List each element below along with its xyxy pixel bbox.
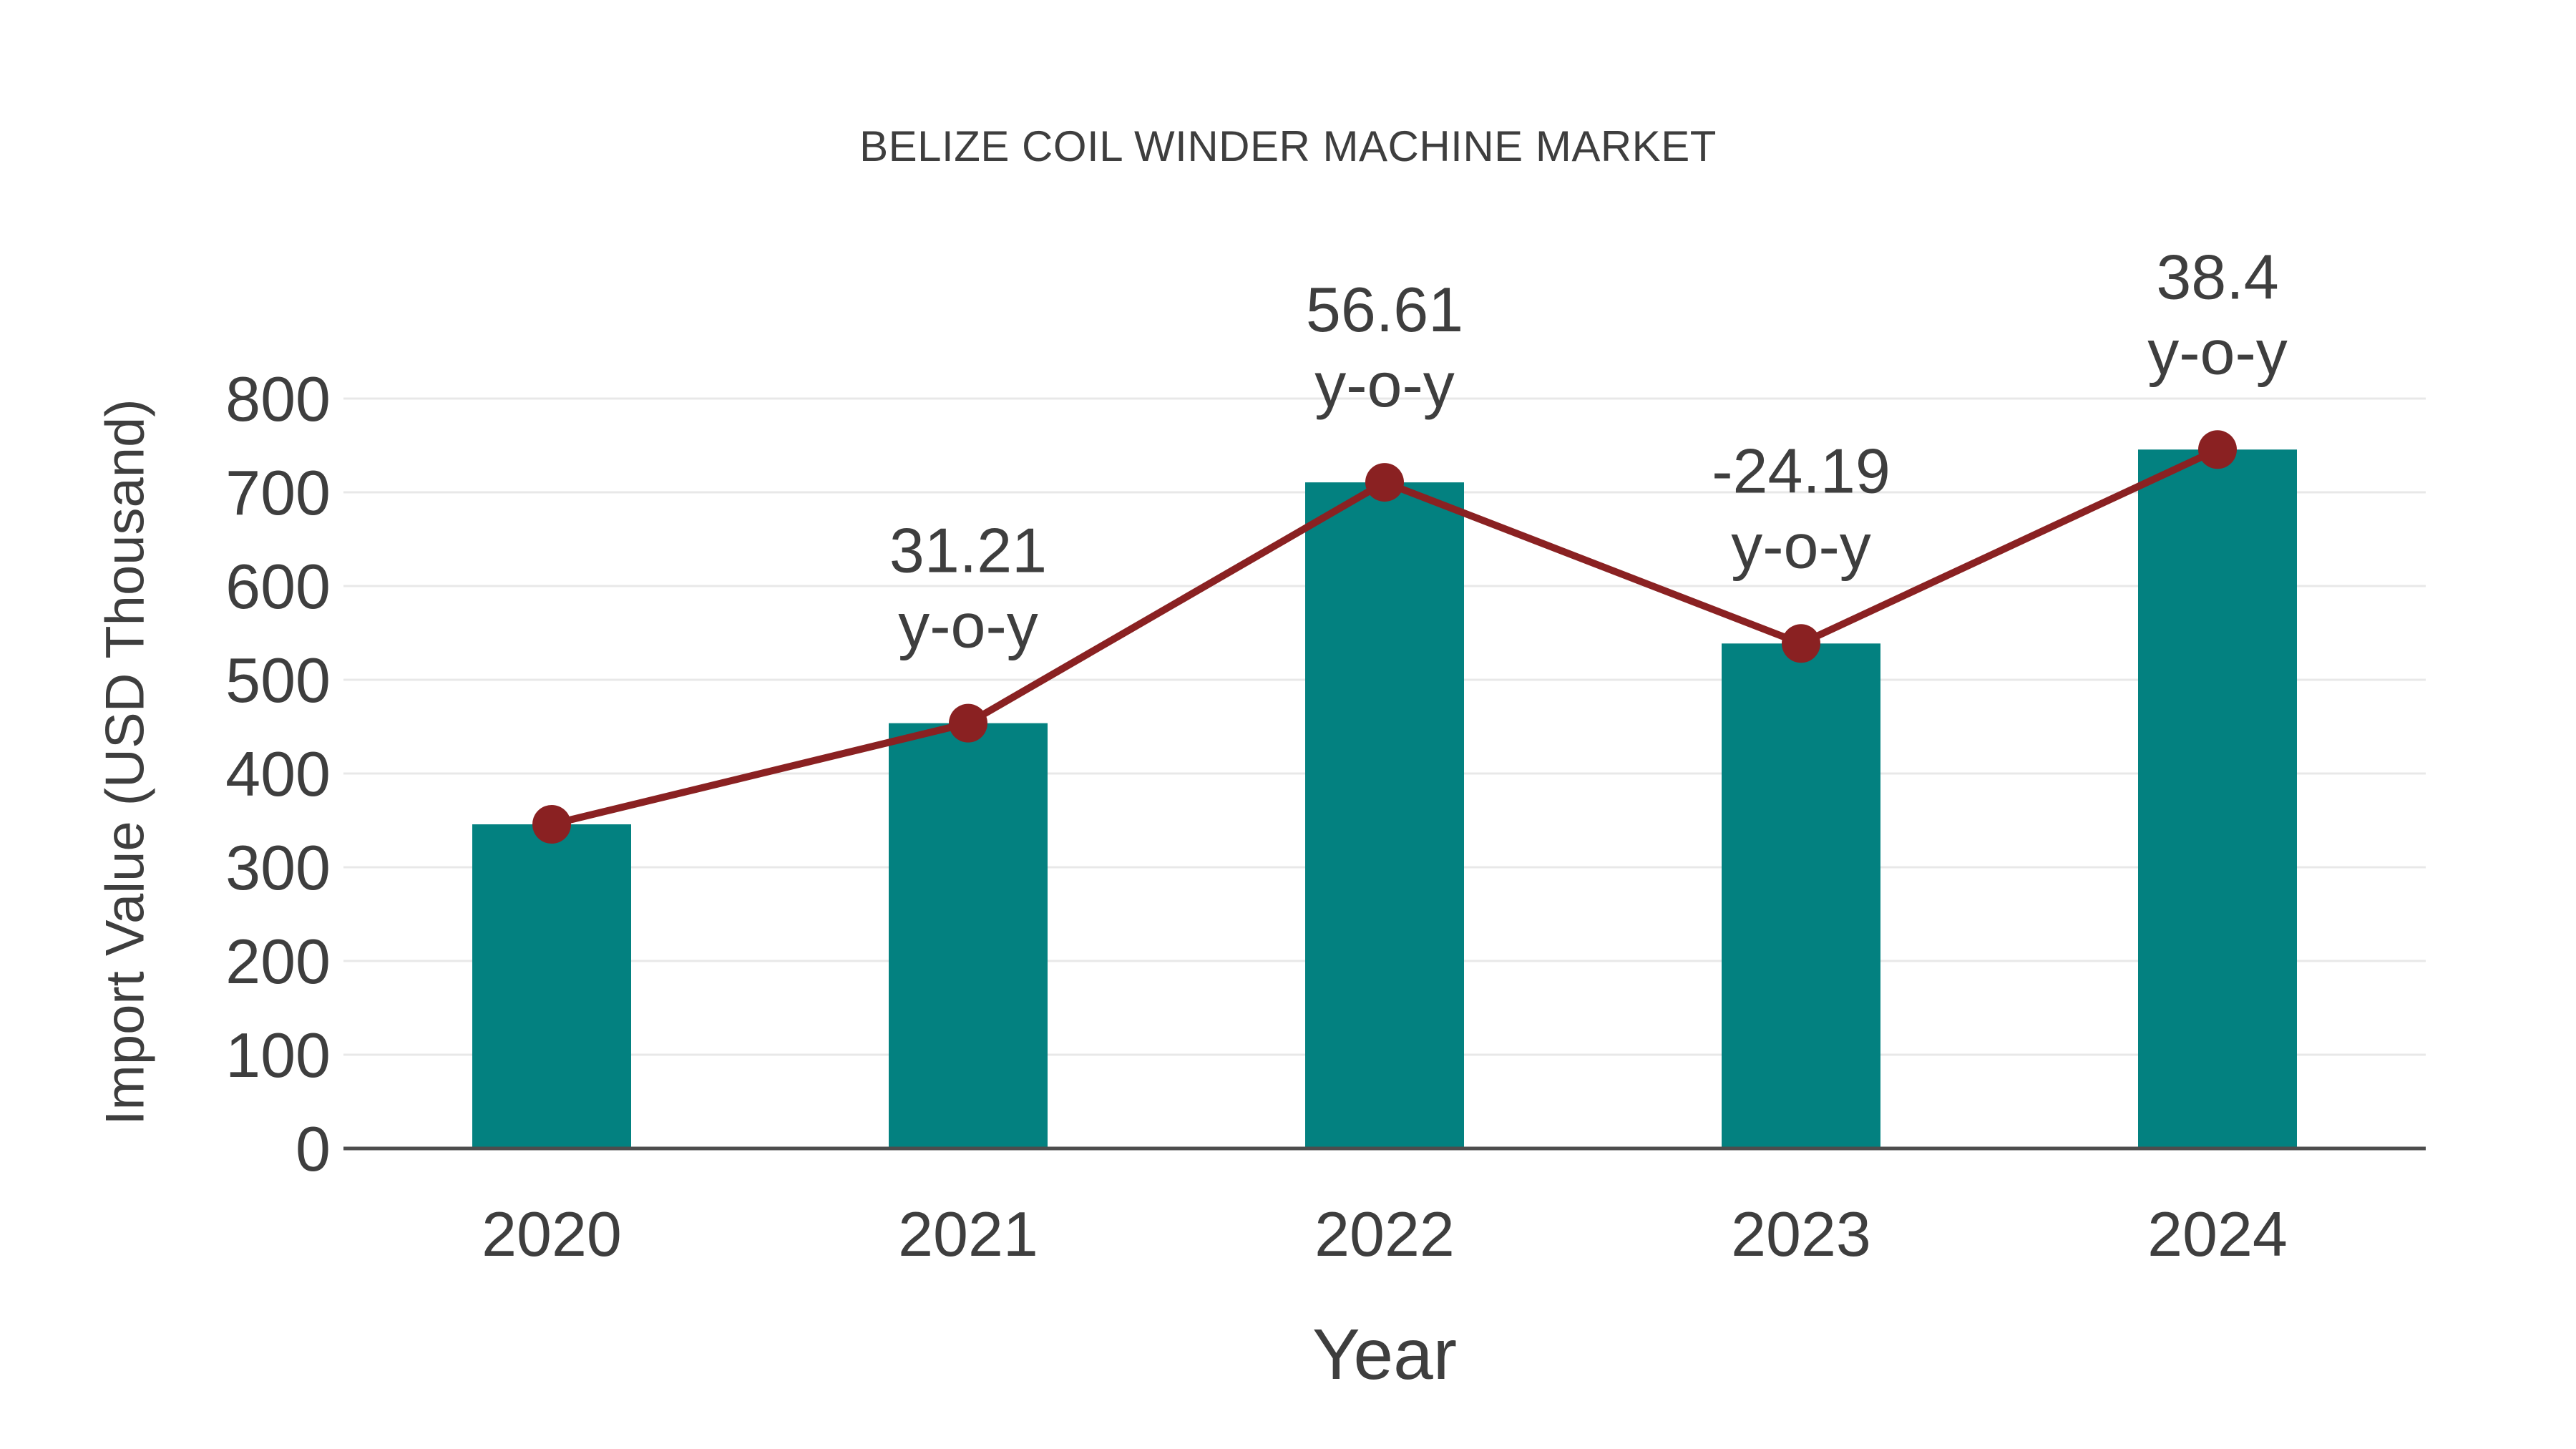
bar-2024 [2138,449,2297,1148]
bar-2020 [472,824,631,1148]
chart-title: BELIZE COIL WINDER MACHINE MARKET [859,122,1717,170]
annotation-value-2022: 56.61 [1306,274,1463,345]
annotation-suffix-2022: y-o-y [1314,349,1455,420]
bar-2021 [889,723,1048,1148]
y-tick-label-300: 300 [225,832,331,903]
annotation-value-2021: 31.21 [889,515,1047,586]
annotation-value-2024: 38.4 [2156,241,2278,312]
annotation-suffix-2021: y-o-y [898,590,1038,661]
y-tick-label-500: 500 [225,645,331,716]
marker-2024 [2198,430,2237,469]
y-tick-label-700: 700 [225,457,331,528]
annotation-value-2023: -24.19 [1712,435,1890,506]
x-tick-label-2021: 2021 [898,1199,1038,1269]
marker-2023 [1782,624,1820,663]
bar-2022 [1305,482,1464,1148]
x-tick-label-2023: 2023 [1731,1199,1871,1269]
x-tick-label-2024: 2024 [2147,1199,2288,1269]
x-tick-label-2022: 2022 [1314,1199,1455,1269]
y-tick-label-0: 0 [296,1113,331,1184]
y-tick-label-400: 400 [225,738,331,809]
annotation-suffix-2023: y-o-y [1731,510,1871,581]
y-tick-label-200: 200 [225,926,331,997]
bar-2023 [1722,643,1880,1148]
y-tick-label-800: 800 [225,364,331,434]
annotation-suffix-2024: y-o-y [2147,316,2288,387]
y-tick-label-100: 100 [225,1020,331,1091]
marker-2022 [1365,463,1404,502]
y-tick-label-600: 600 [225,551,331,622]
marker-2020 [532,805,571,844]
x-axis-title: Year [1312,1314,1458,1395]
x-tick-label-2020: 2020 [482,1199,622,1269]
marker-2021 [949,703,987,743]
y-axis-title: Import Value (USD Thousand) [94,399,156,1126]
